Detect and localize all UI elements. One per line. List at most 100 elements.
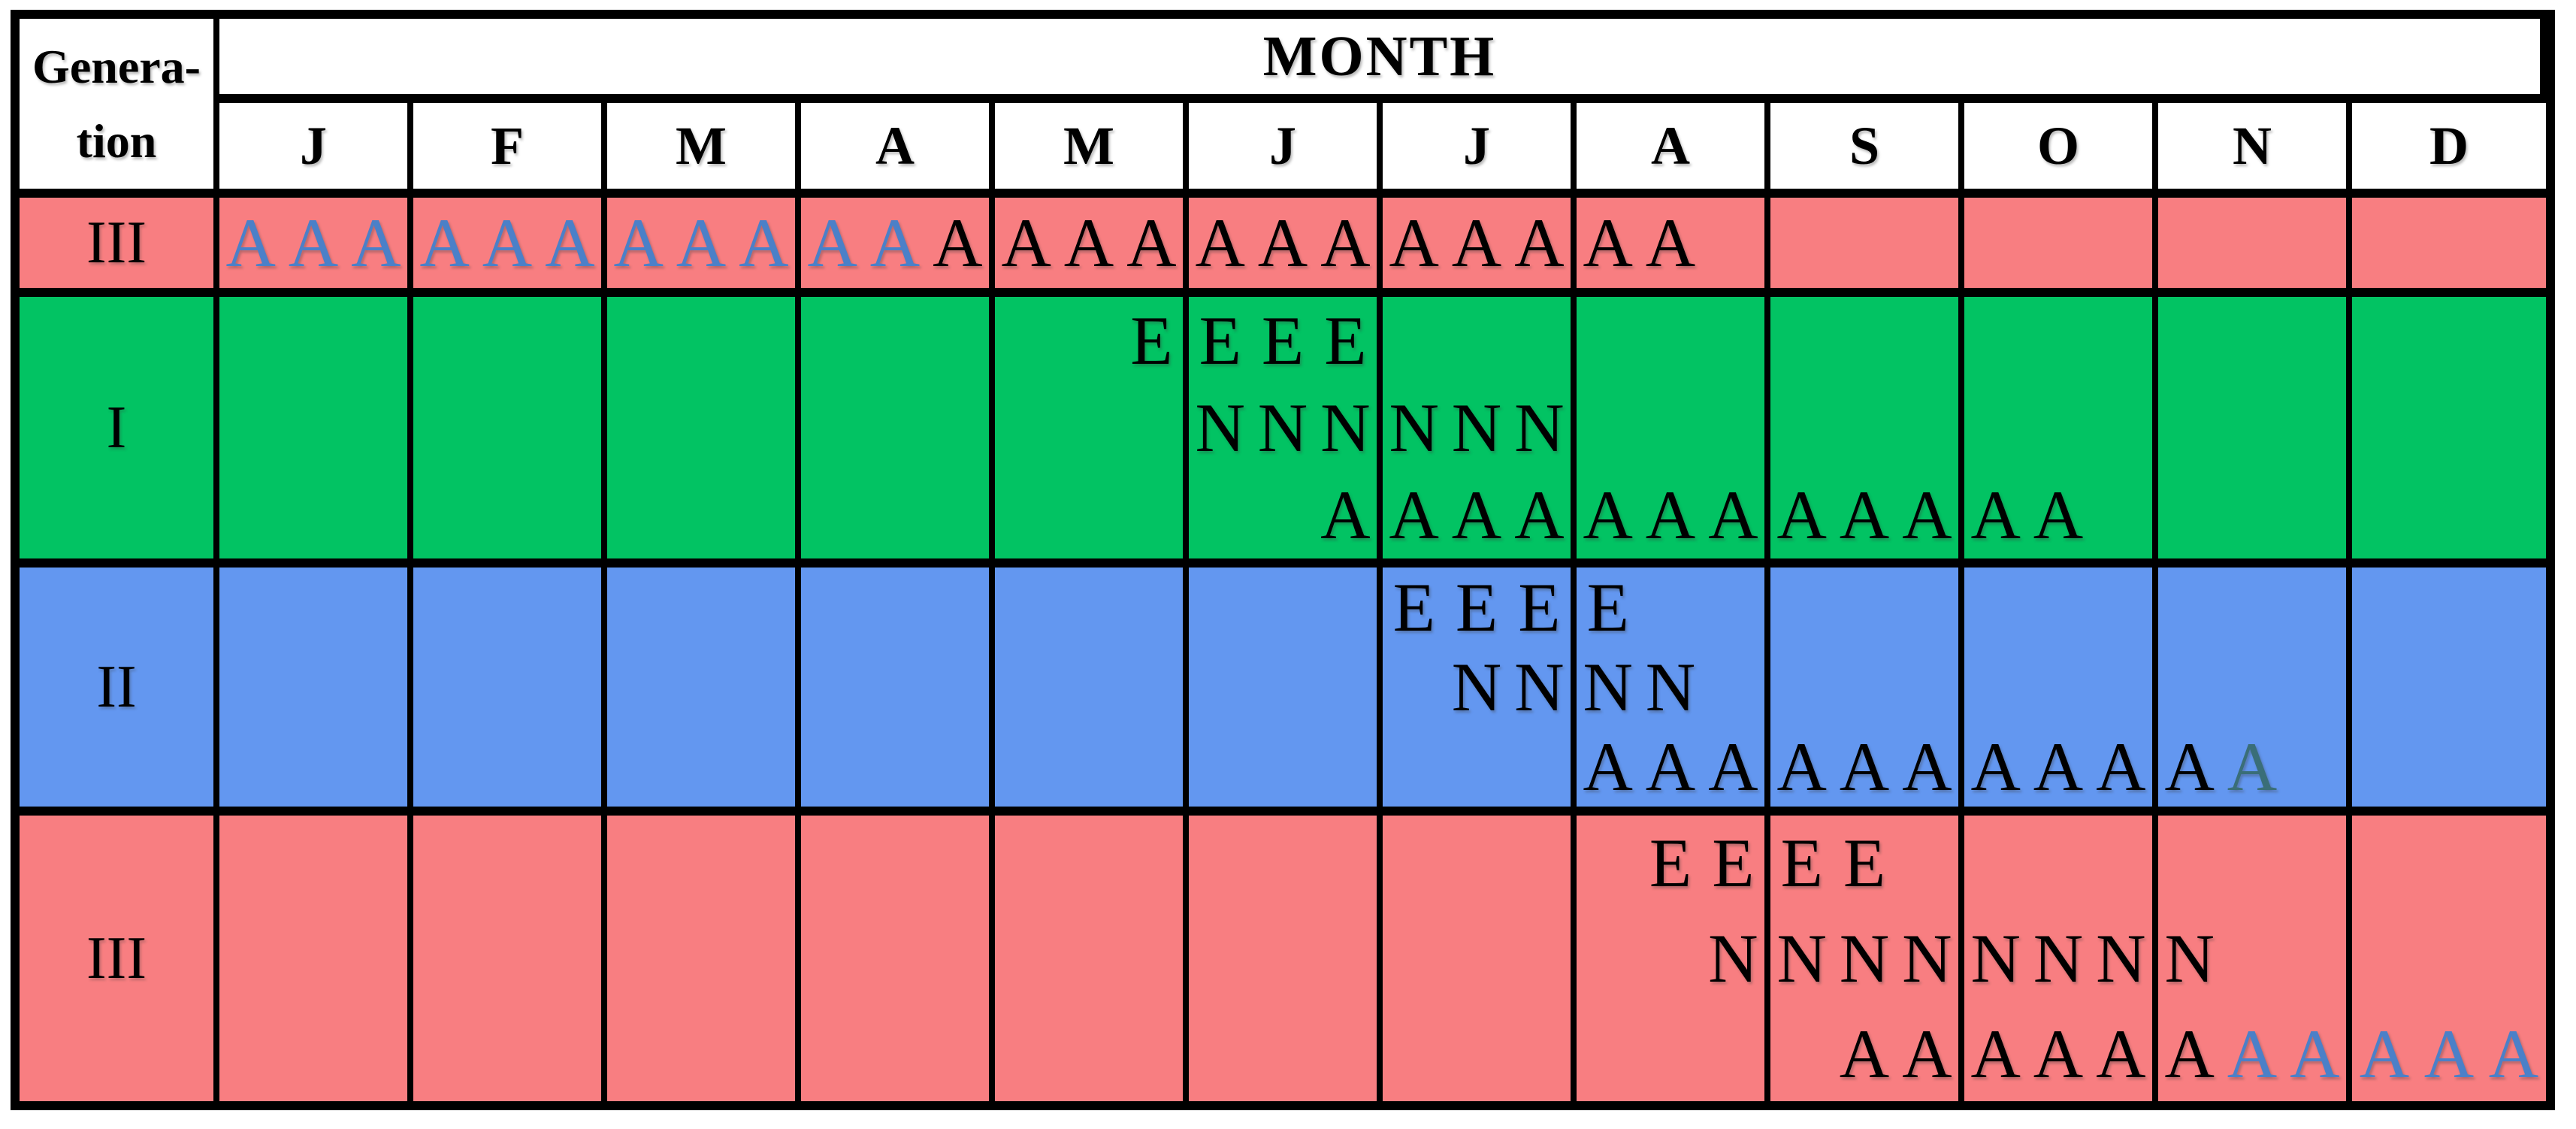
stage-line-a (995, 727, 1183, 807)
stage-line-a (1383, 1006, 1571, 1101)
stage-slot (2284, 568, 2346, 647)
stage-slot (1896, 647, 1958, 727)
stage-cell (2352, 198, 2546, 297)
stage-slot: A (219, 198, 282, 288)
stage-slot: E (1120, 297, 1183, 384)
stage-slot (2481, 568, 2546, 647)
stage-slot (1770, 568, 1833, 647)
stage-slot (1120, 647, 1183, 727)
stage-slot (670, 384, 732, 471)
stage-letter-e: E (1261, 302, 1305, 379)
stage-slot (1189, 911, 1251, 1006)
month-header: MONTH (219, 19, 2546, 103)
stage-slot (1702, 568, 1764, 647)
stage-letter-n: N (1320, 389, 1371, 466)
stage-slot (282, 647, 344, 727)
stage-slot (863, 1006, 926, 1101)
stage-slot (2221, 911, 2283, 1006)
stage-slot (1057, 471, 1120, 558)
stage-slot (1057, 1006, 1120, 1101)
stage-slot: N (1896, 911, 1958, 1006)
stage-letter-a: A (2423, 1015, 2475, 1092)
stage-cell (2158, 297, 2352, 568)
stage-slot (539, 568, 601, 647)
stage-slot: E (1577, 568, 1639, 647)
stage-slot (1964, 647, 2027, 727)
stage-slot (1577, 1006, 1639, 1101)
stage-slot: A (1445, 198, 1507, 288)
stage-line-e (1577, 297, 1764, 384)
stage-slot (733, 568, 795, 647)
stage-letter-a: A (2033, 477, 2084, 553)
stage-slot (2481, 727, 2546, 807)
stage-line-e (1964, 297, 2152, 384)
month-header-cell-4: A (801, 103, 995, 198)
stage-line-a (1189, 727, 1377, 807)
stage-letter-a: A (1001, 204, 1051, 281)
stage-letter-a: A (2096, 1015, 2146, 1092)
stage-slot (1508, 297, 1571, 384)
stage-line-a (2158, 198, 2346, 288)
stage-slot (863, 384, 926, 471)
stage-slot (2352, 911, 2417, 1006)
stage-line-a (1770, 198, 1958, 288)
stage-slot (2284, 297, 2346, 384)
stage-letter-a: A (482, 204, 533, 281)
stage-cell (995, 816, 1189, 1101)
stage-slot (607, 911, 670, 1006)
stage-slot (2221, 198, 2283, 288)
stage-slot (476, 911, 538, 1006)
stage-letter-a: A (613, 204, 664, 281)
stage-slot (1120, 816, 1183, 911)
stage-slot: N (1314, 384, 1377, 471)
stage-slot (1314, 1006, 1377, 1101)
stage-line-e (2352, 297, 2546, 384)
stage-slot (345, 1006, 407, 1101)
stage-letter-e: E (1324, 302, 1367, 379)
stage-letter-n: N (1195, 389, 1245, 466)
stage-letter-n: N (1708, 920, 1758, 997)
stage-slot (1896, 568, 1958, 647)
stage-slot (995, 727, 1057, 807)
stage-slot (1251, 471, 1314, 558)
stage-slot (733, 1006, 795, 1101)
stage-cell (1189, 816, 1383, 1101)
month-header-cell-7: J (1383, 103, 1577, 198)
stage-slot (413, 568, 476, 647)
stage-slot: A (863, 198, 926, 288)
stage-slot (2481, 297, 2546, 384)
stage-line-n (413, 911, 601, 1006)
stage-slot (1120, 911, 1183, 1006)
stage-slot (539, 816, 601, 911)
stage-slot (927, 727, 989, 807)
stage-slot (1508, 911, 1571, 1006)
stage-letter-a: A (1451, 204, 1502, 281)
generation-label: II (20, 568, 219, 816)
stage-line-e (801, 297, 989, 384)
stage-letter-n: N (1514, 649, 1565, 725)
stage-line-n (801, 384, 989, 471)
stage-slot: E (1639, 816, 1701, 911)
stage-slot: N (1508, 647, 1571, 727)
stage-slot (863, 816, 926, 911)
stage-slot (995, 1006, 1057, 1101)
stage-slot (2481, 384, 2546, 471)
stage-line-a (219, 1006, 407, 1101)
stage-line-a (219, 727, 407, 807)
stage-line-a: A (1189, 471, 1377, 558)
stage-letter-e: E (1649, 825, 1692, 902)
stage-slot: A (1508, 471, 1571, 558)
month-header-cell-11: N (2158, 103, 2352, 198)
stage-slot (1508, 816, 1571, 911)
stage-letter-a: A (2488, 1015, 2539, 1092)
stage-slot (927, 911, 989, 1006)
stage-slot (1445, 297, 1507, 384)
